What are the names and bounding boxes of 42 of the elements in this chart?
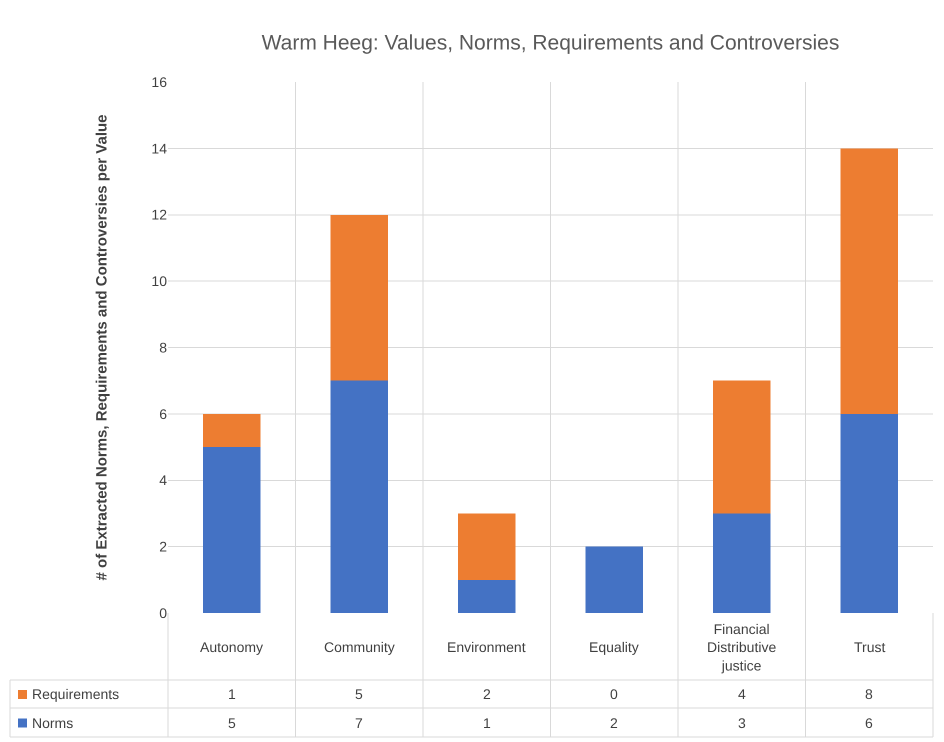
data-label: 5 [355,686,363,702]
y-tick-label: 16 [151,74,168,90]
bar [458,580,516,613]
x-tick-label: Financial Distributive justice [707,621,776,674]
bar [203,447,260,613]
data-label: 4 [738,686,746,702]
data-label: 7 [355,715,363,731]
x-tick-label: Autonomy [200,639,264,655]
bar [330,214,388,381]
legend-label: Norms [32,715,74,731]
bar [458,513,516,580]
data-label: 1 [483,715,491,731]
y-tick-label: 6 [159,406,168,422]
y-tick-label: 12 [151,206,168,223]
bar [840,148,898,414]
data-label: 1 [228,686,236,702]
legend-label: Requirements [32,686,120,702]
y-tick-label: 14 [151,140,168,156]
y-tick-label: 8 [159,339,168,356]
y-tick-label: 2 [159,538,168,555]
bar [713,380,770,514]
y-tick-label: 0 [159,604,168,621]
y-axis-title: # of Extracted Norms, Requirements and Controversies per Value [94,114,111,580]
x-tick-label: Equality [589,639,639,655]
data-label: 0 [610,686,618,702]
x-tick-label: Environment [447,639,526,655]
data-label: 5 [228,715,236,731]
data-label: 8 [865,686,873,702]
y-tick-label: 10 [151,273,168,290]
bar [330,380,388,613]
bar [203,414,260,448]
bar [713,513,770,613]
data-label: 2 [610,715,618,731]
bar [840,414,898,613]
chart-title: Warm Heeg: Values, Norms, Requirements and Controversies [262,31,840,54]
data-label: 3 [738,715,746,731]
data-label: 2 [483,686,491,702]
bar [586,546,643,613]
data-label: 6 [865,715,873,731]
y-tick-label: 4 [159,472,168,488]
x-tick-label: Community [324,639,395,655]
x-tick-label: Trust [854,639,886,655]
